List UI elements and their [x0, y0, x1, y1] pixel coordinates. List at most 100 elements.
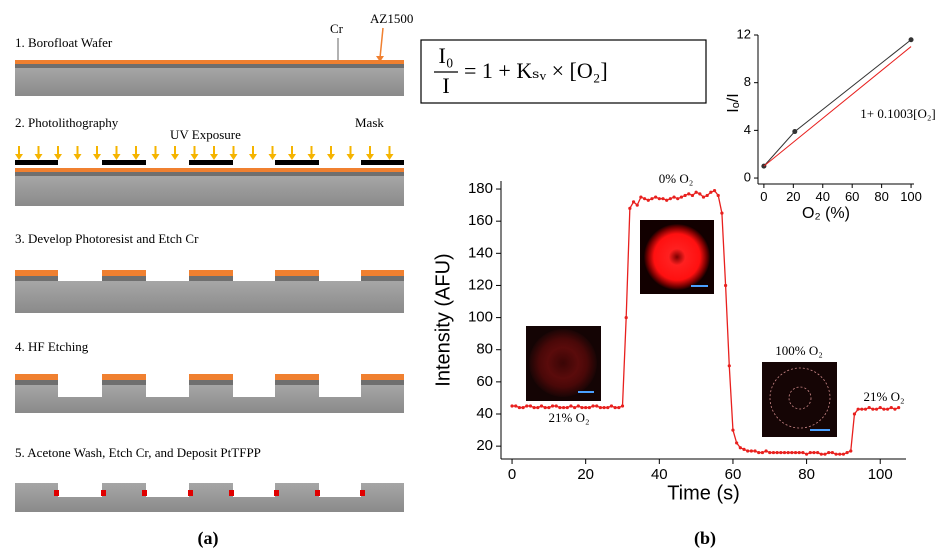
uv-arrows — [15, 146, 394, 160]
data-point — [804, 452, 809, 456]
annotation: 0% O₂ — [659, 171, 694, 186]
uv-arrow — [346, 154, 355, 160]
data-point — [812, 450, 816, 455]
mask — [361, 160, 404, 165]
data-point — [554, 404, 558, 408]
data-point — [661, 197, 665, 201]
photoresist — [361, 270, 404, 276]
data-point — [532, 405, 536, 410]
chromium — [361, 380, 404, 385]
y-tick-label: 8 — [744, 74, 751, 89]
data-point — [819, 452, 823, 456]
data-point — [624, 315, 628, 320]
data-point — [838, 452, 842, 456]
x-tick-label: 100 — [900, 189, 922, 204]
data-point — [712, 189, 717, 193]
layer-label: AZ1500 — [370, 11, 413, 26]
equation-box — [420, 39, 707, 104]
data-point — [760, 450, 765, 455]
photoresist — [275, 374, 319, 380]
chromium — [15, 64, 404, 68]
data-point — [742, 447, 746, 451]
uv-arrow — [15, 154, 23, 160]
data-point — [885, 407, 890, 411]
x-tick-label: 0 — [760, 189, 767, 204]
annotation: 100% O₂ — [775, 343, 823, 358]
annotation: 21% O₂ — [549, 410, 590, 425]
wafer — [15, 68, 404, 96]
uv-arrow — [210, 154, 218, 160]
uv-arrow — [73, 154, 82, 160]
photoresist — [15, 168, 404, 172]
data-line — [763, 39, 912, 167]
x-tick-label: 60 — [845, 189, 859, 204]
data-point — [786, 450, 790, 455]
y-tick-label: 100 — [468, 309, 493, 326]
annotation: 21% O₂ — [864, 389, 905, 404]
micrograph-spot — [529, 329, 597, 397]
uv-arrow — [249, 154, 257, 160]
uv-arrow — [93, 154, 101, 160]
data-point — [749, 449, 753, 453]
chromium — [102, 276, 146, 281]
uv-arrow — [151, 154, 160, 160]
data-point — [723, 283, 728, 288]
uv-arrow — [385, 154, 394, 160]
data-point — [782, 450, 787, 455]
data-point — [709, 190, 713, 194]
uv-arrow — [327, 154, 335, 160]
step-label: 5. Acetone Wash, Etch Cr, and Deposit Pt… — [15, 445, 261, 460]
photoresist — [102, 374, 146, 380]
x-tick-label: 20 — [786, 189, 800, 204]
data-point — [698, 192, 702, 196]
data-point — [672, 195, 676, 199]
photoresist — [15, 60, 404, 64]
x-axis-label: Time (s) — [667, 482, 740, 504]
data-point — [584, 405, 588, 410]
uv-arrow — [268, 154, 277, 160]
data-point — [790, 450, 794, 455]
data-point — [576, 404, 580, 408]
data-point — [687, 192, 691, 196]
data-point — [617, 405, 621, 410]
y-tick-label: 20 — [476, 437, 493, 454]
data-point — [539, 404, 544, 408]
data-line — [512, 189, 899, 455]
annotation: UV Exposure — [170, 127, 241, 142]
x-axis-label: O₂ (%) — [802, 205, 850, 222]
data-point — [517, 405, 522, 410]
data-point — [683, 193, 687, 198]
data-point — [834, 452, 838, 456]
data-point — [558, 405, 562, 410]
data-point — [668, 197, 672, 201]
data-point — [514, 404, 518, 408]
data-point — [569, 404, 573, 408]
panel-caption: (a) — [198, 528, 219, 549]
data-point — [536, 405, 540, 410]
ptfpp-deposit — [54, 490, 365, 496]
equation-text: I₀ — [439, 43, 454, 68]
data-point — [893, 407, 897, 411]
data-point — [841, 452, 846, 456]
data-point — [587, 405, 591, 410]
wafer — [15, 176, 404, 206]
y-tick-label: 140 — [468, 244, 493, 261]
micrograph — [762, 362, 837, 437]
x-tick-label: 20 — [577, 466, 594, 483]
data-point — [845, 450, 849, 455]
x-tick-label: 0 — [508, 466, 516, 483]
y-tick-label: 160 — [468, 212, 493, 229]
data-point — [731, 428, 735, 432]
chromium — [275, 276, 319, 281]
data-point — [757, 450, 761, 455]
data-point — [720, 211, 724, 215]
chromium — [15, 276, 58, 281]
chromium — [189, 380, 233, 385]
data-point — [867, 405, 871, 410]
equation-text: = 1 + Kₛᵥ × [O₂] — [464, 58, 608, 83]
data-point — [679, 195, 684, 199]
mask — [15, 160, 58, 165]
data-point — [823, 452, 827, 456]
data-point — [573, 405, 577, 410]
data-point — [801, 450, 805, 455]
